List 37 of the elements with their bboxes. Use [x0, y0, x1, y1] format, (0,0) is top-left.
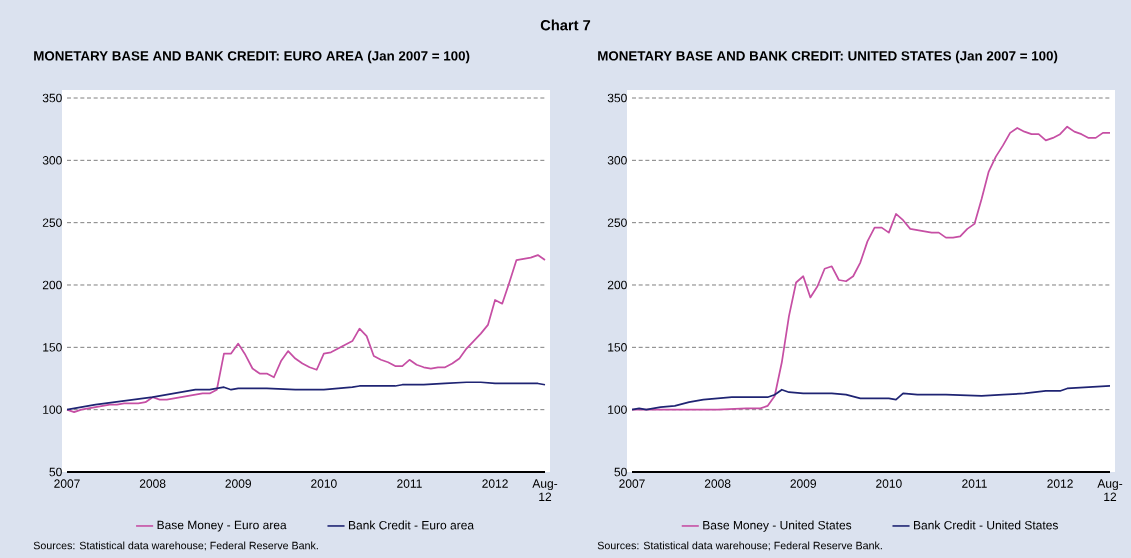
x-tick-label: 2010 — [876, 479, 902, 488]
x-tick-label: 2009 — [225, 479, 251, 488]
y-tick-label: 100 — [608, 405, 627, 414]
chart-title: Chart 7 — [540, 19, 591, 31]
y-tick-label: 50 — [49, 467, 62, 477]
y-tick-label: 250 — [42, 218, 62, 227]
x-tick-label: 2008 — [139, 479, 166, 488]
legend-label: Base Money - Euro area — [157, 520, 287, 532]
x-tick-label: 2009 — [790, 479, 817, 488]
y-tick-label: 350 — [607, 93, 627, 103]
source-note: Sources: Statistical data warehouse; Federal Reserve Bank. — [597, 541, 882, 551]
y-tick-label: 150 — [43, 343, 62, 352]
x-tick-label: Aug-12 — [532, 479, 558, 501]
y-tick-label: 200 — [607, 280, 627, 290]
legend-label: Bank Credit - United States — [914, 520, 1058, 530]
y-tick-label: 300 — [42, 156, 62, 165]
y-tick-label: 300 — [607, 156, 627, 165]
y-tick-label: 250 — [607, 218, 627, 227]
x-tick-label: 2008 — [704, 479, 731, 488]
x-tick-label: 2011 — [962, 479, 987, 488]
x-tick-label: 2012 — [482, 479, 508, 488]
chart-subtitle: MONETARY BASE AND BANK CREDIT: EURO AREA (Jan 2007 = 100) — [34, 50, 470, 64]
y-tick-label: 100 — [43, 405, 62, 414]
legend-label: Base Money - United States — [703, 520, 852, 532]
y-tick-label: 350 — [42, 93, 62, 103]
chart-subtitle: MONETARY BASE AND BANK CREDIT: UNITED STATES (Jan 2007 = 100) — [598, 50, 1058, 64]
legend-label: Bank Credit - Euro area — [348, 520, 475, 530]
x-tick-label: 2007 — [54, 479, 80, 488]
x-tick-label: 2010 — [311, 479, 337, 488]
x-tick-label: 2007 — [619, 479, 645, 488]
x-tick-label: Aug-12 — [1097, 479, 1123, 501]
x-tick-label: 2012 — [1047, 479, 1073, 488]
x-tick-label: 2011 — [397, 479, 422, 488]
y-tick-label: 50 — [614, 467, 627, 477]
y-tick-label: 150 — [608, 343, 627, 352]
source-note: Sources: Statistical data warehouse; Federal Reserve Bank. — [33, 541, 318, 551]
y-tick-label: 200 — [42, 280, 62, 290]
